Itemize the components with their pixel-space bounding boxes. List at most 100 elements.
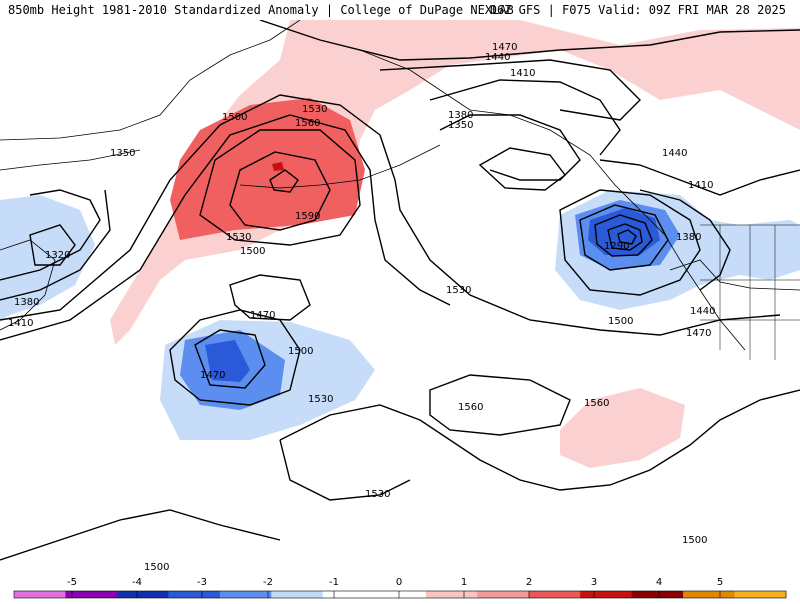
colorbar-segment: [168, 591, 221, 598]
map-title: 850mb Height 1981-2010 Standardized Anom…: [8, 3, 514, 17]
contour-trough-3: [594, 214, 653, 257]
contour-peak: [269, 169, 299, 193]
colorbar-segment: [683, 591, 736, 598]
contour-trough-5: [617, 229, 637, 245]
colorbar-tick-label: -1: [329, 577, 339, 588]
negative-anomaly-central-core: [205, 340, 250, 382]
contour-label: 1290: [604, 241, 629, 252]
colorbar-segment: [528, 591, 581, 598]
contour-label: 1530: [365, 489, 390, 500]
colorbar-segment: [580, 591, 633, 598]
contour-1590-ridge: [229, 151, 331, 231]
contour-1410-east: [639, 189, 731, 291]
model-run-info: 06Z GFS | F075 Valid: 09Z FRI MAR 28 202…: [489, 3, 786, 17]
negative-anomaly-west: [0, 195, 95, 320]
anomaly-map: 1470 1440 1410 1380 1350 1500 1530 1560 …: [0, 20, 800, 575]
contour-1530-south: [279, 389, 800, 491]
colorbar-tick-label: -5: [67, 577, 77, 588]
contour-west-3: [29, 224, 76, 266]
contour-label: 1350: [448, 120, 473, 131]
contour-label: 1470: [200, 370, 225, 381]
contour-label: 1410: [688, 180, 713, 191]
contour-label: 1500: [608, 316, 633, 327]
contour-label: 1530: [302, 104, 327, 115]
header: 850mb Height 1981-2010 Standardized Anom…: [0, 0, 800, 20]
colorbar-tick-label: 0: [396, 577, 402, 588]
contour-1470-low: [194, 329, 266, 389]
contour-1530-ridge: [0, 114, 451, 341]
contour-1500-closed: [229, 274, 311, 321]
contour-trough-1: [559, 189, 701, 296]
contour-label: 1380: [676, 232, 701, 243]
contour-1530-loop: [279, 439, 411, 501]
colorbar-segment: [631, 591, 684, 598]
contour-label: 1470: [686, 328, 711, 339]
colorbar-tick-label: 3: [591, 577, 597, 588]
anomaly-shading: [0, 20, 800, 468]
contour-1380: [439, 114, 581, 181]
colorbar-segment: [477, 591, 530, 598]
height-contours: [0, 20, 800, 561]
positive-anomaly-area-south: [560, 388, 685, 468]
contour-label: 1500: [144, 562, 169, 573]
contour-1560-ridge: [199, 129, 361, 246]
contour-label: 1410: [510, 68, 535, 79]
colorbar: -5 -4 -3 -2 -1 0 1 2 3 4 5: [0, 575, 800, 600]
colorbar-segment: [734, 591, 787, 598]
contour-label: 1590: [295, 211, 320, 222]
contour-label: 1440: [690, 306, 715, 317]
contour-label: 1500: [682, 535, 707, 546]
contour-label: 1560: [295, 118, 320, 129]
contour-1500-low: [169, 309, 301, 406]
contour-1500-bottom: [0, 509, 281, 561]
strong-positive-anomaly: [170, 98, 365, 240]
colorbar-segment: [271, 591, 324, 598]
contour-label: 1530: [308, 394, 333, 405]
colorbar-segment: [425, 591, 478, 598]
contour-1560-south: [429, 374, 571, 436]
contour-1470-north: [259, 20, 800, 61]
colorbar-segment: [65, 591, 118, 598]
contour-1500-ridge: [0, 94, 781, 336]
colorbar-tick-label: -4: [132, 577, 142, 588]
contour-label: 1470: [250, 310, 275, 321]
colorbar-segment: [322, 591, 375, 598]
colorbar-tick-label: -3: [197, 577, 207, 588]
contour-label: 1410: [8, 318, 33, 329]
contour-west-2: [0, 189, 111, 301]
contour-label: 1380: [14, 297, 39, 308]
contour-1440-east: [599, 159, 800, 196]
colorbar-tick-label: -2: [263, 577, 273, 588]
contour-labels: 1470 1440 1410 1380 1350 1500 1530 1560 …: [8, 42, 715, 573]
colorbar-tick-label: 4: [656, 577, 662, 588]
contour-trough-4: [607, 223, 643, 251]
contour-label: 1560: [458, 402, 483, 413]
contour-label: 1470: [492, 42, 517, 53]
peak-positive-anomaly: [272, 162, 284, 171]
contour-label: 1500: [222, 112, 247, 123]
colorbar-segment: [374, 591, 427, 598]
contour-1350: [478, 147, 566, 191]
contour-label: 1530: [226, 232, 251, 243]
contour-label: 1500: [288, 346, 313, 357]
colorbar-segment: [14, 591, 66, 598]
colorbar-frame: [13, 590, 787, 599]
contour-label: 1350: [110, 148, 135, 159]
contour-west-1: [0, 189, 101, 281]
contour-1440-north: [379, 59, 641, 121]
colorbar-segment: [116, 591, 169, 598]
contour-label: 1440: [485, 52, 510, 63]
colorbar-segment: [219, 591, 272, 598]
contour-label: 1380: [448, 110, 473, 121]
borders: [700, 224, 800, 360]
contour-trough-2: [579, 204, 669, 271]
colorbar-tick-label: 2: [526, 577, 532, 588]
contour-label: 1560: [584, 398, 609, 409]
contour-label: 1500: [240, 246, 265, 257]
contour-label: 1530: [446, 285, 471, 296]
contour-label: 1440: [662, 148, 687, 159]
colorbar-tick-label: 5: [717, 577, 723, 588]
contour-1410-north: [429, 79, 621, 156]
contour-label: 1320: [45, 250, 70, 261]
colorbar-tick-label: 1: [461, 577, 467, 588]
